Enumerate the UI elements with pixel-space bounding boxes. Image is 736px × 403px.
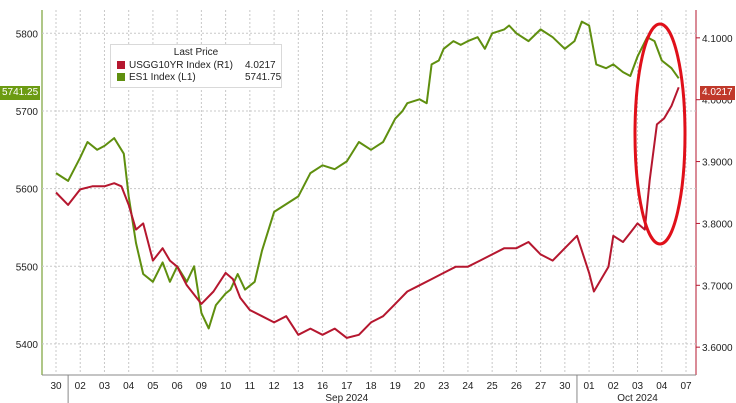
highlight-ellipse [633, 22, 687, 246]
left-axis-labels: 5400 5500 5600 5700 5800 [16, 29, 39, 351]
x-tick-label: 23 [438, 381, 450, 392]
x-tick-label: 03 [632, 381, 644, 392]
x-axis-labels: 30 02 03 04 05 06 09 10 11 12 13 16 17 18 19 20 23 24 25 26… [50, 381, 692, 392]
legend-value-es1: 5741.75 [245, 72, 282, 83]
x-tick-label: 20 [414, 381, 426, 392]
month-label: Sep 2024 [325, 393, 368, 403]
month-label: Oct 2024 [617, 393, 658, 403]
left-tick-label: 5500 [16, 262, 39, 273]
legend-item-es1: ES1 Index (L1) 5741.75 [117, 72, 281, 84]
legend-swatch-es1 [117, 73, 125, 81]
x-tick-label: 30 [559, 381, 571, 392]
x-tick-label: 04 [656, 381, 668, 392]
x-tick-label: 17 [341, 381, 353, 392]
last-value-tag-right: 4.0217 [700, 86, 735, 100]
series-lines [55, 20, 680, 339]
month-labels: Sep 2024 Oct 2024 [67, 375, 658, 403]
x-tick-label: 27 [535, 381, 547, 392]
x-tick-label: 24 [462, 381, 474, 392]
legend-value-usgg10yr: 4.0217 [245, 60, 276, 71]
last-value-tag-left: 5741.25 [0, 86, 41, 100]
left-tick-label: 5400 [16, 340, 39, 351]
legend-swatch-usgg10yr [117, 61, 125, 69]
x-tick-label: 07 [680, 381, 692, 392]
right-tick-label: 3.9000 [702, 158, 733, 169]
legend: Last Price USGG10YR Index (R1) 4.0217 ES… [110, 44, 282, 88]
x-tick-label: 09 [196, 381, 208, 392]
x-tick-label: 02 [608, 381, 620, 392]
left-tick-label: 5600 [16, 185, 39, 196]
right-tick-label: 4.0000 [702, 96, 733, 107]
x-tick-label: 18 [365, 381, 377, 392]
right-axis-labels: 3.6000 3.7000 3.8000 3.9000 4.0000 4.1000 [696, 34, 733, 354]
x-tick-label: 30 [50, 381, 62, 392]
x-tick-label: 25 [487, 381, 499, 392]
legend-item-usgg10yr: USGG10YR Index (R1) 4.0217 [117, 60, 276, 72]
x-tick-label: 13 [293, 381, 305, 392]
x-tick-label: 03 [99, 381, 111, 392]
x-tick-label: 02 [75, 381, 87, 392]
x-tick-label: 26 [511, 381, 523, 392]
x-tick-label: 10 [220, 381, 232, 392]
right-tick-label: 3.6000 [702, 343, 733, 354]
usgg10yr-series-line [55, 86, 680, 339]
right-tick-label: 4.1000 [702, 34, 733, 45]
x-tick-label: 19 [390, 381, 402, 392]
left-tick-label: 5700 [16, 107, 39, 118]
x-tick-label: 11 [245, 381, 256, 392]
es1-series-line [55, 20, 680, 330]
x-tick-label: 16 [317, 381, 329, 392]
left-tick-label: 5800 [16, 29, 39, 40]
right-tick-label: 3.8000 [702, 219, 733, 230]
x-tick-label: 12 [269, 381, 281, 392]
x-tick-label: 05 [147, 381, 159, 392]
legend-title: Last Price [173, 47, 219, 58]
x-tick-label: 06 [172, 381, 184, 392]
x-tick-label: 01 [584, 381, 596, 392]
x-tick-label: 04 [123, 381, 135, 392]
legend-name-usgg10yr: USGG10YR Index (R1) [129, 60, 233, 71]
right-tick-label: 3.7000 [702, 281, 733, 292]
legend-name-es1: ES1 Index (L1) [129, 72, 196, 83]
